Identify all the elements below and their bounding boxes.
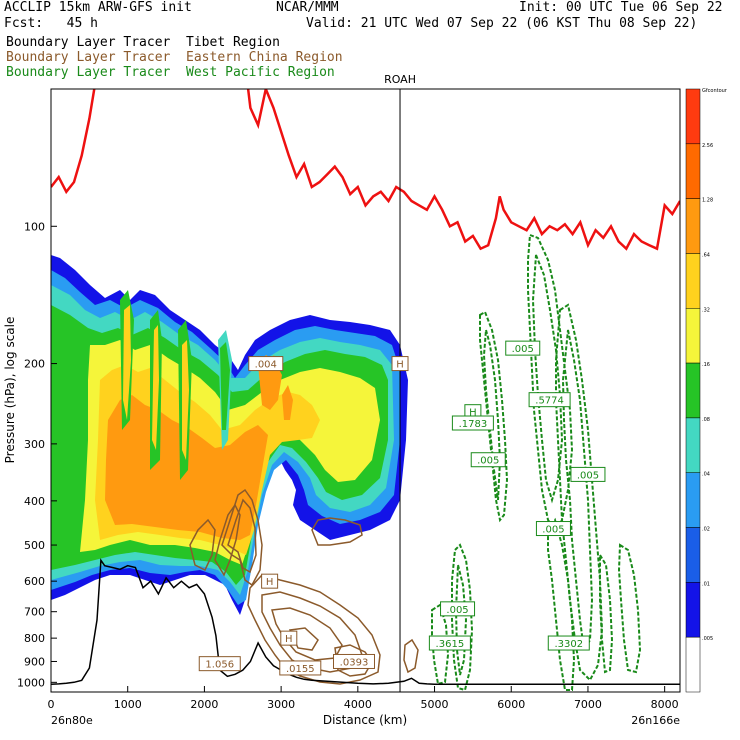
y-tick-label: 600 [24,575,45,588]
value-box [391,356,409,372]
y-tick-label: 100 [24,220,45,233]
valid-time: Valid: 21 UTC Wed 07 Sep 22 (06 KST Thu … [306,16,698,31]
value-box [451,415,494,431]
terrain-line [51,558,680,686]
value-box [440,601,476,617]
value-box-label: H [396,360,404,371]
y-tick-label: 500 [24,539,45,552]
x-tick-label: 0 [48,698,55,711]
y-tick-label: 400 [24,495,45,508]
tracer-legend-eastern-china: Boundary Layer Tracer Eastern China Regi… [6,50,343,65]
x-tick-label: 5000 [421,698,449,711]
value-box-label: .005 [542,525,564,536]
colorbar-swatch [685,88,701,145]
value-box [198,656,241,672]
value-box-label: .3302 [554,639,583,650]
colorbar-level-label: 2.56 [702,143,713,149]
tracer-legend-tibet: Boundary Layer Tracer Tibet Region [6,35,280,50]
colorbar-level-label: .04 [702,472,710,478]
value-box [428,635,471,651]
colorbar-swatch [685,472,701,528]
y-tick-label: 900 [24,655,45,668]
colorbar-level-label: 1.28 [702,198,713,204]
value-box-label: .004 [255,360,277,371]
value-box-label: .005 [477,456,499,467]
colorbar: Gfcontour 2.56 1.28 .64 .32 .16 .08 .04 .02 .01 .0… [685,88,728,693]
x-tick-label: 3000 [267,698,295,711]
colorbar-swatch [685,362,701,419]
value-box [505,340,541,356]
y-axis-title: Pressure (hPa), log scale [3,317,17,464]
colorbar-swatch [685,198,701,254]
x-tick-label: 8000 [651,698,679,711]
x-tick-label: 7000 [574,698,602,711]
value-box-label: 1.056 [205,660,234,671]
x-tick-label: 1000 [114,698,142,711]
value-box [528,392,571,408]
value-box [570,466,606,482]
colorbar-level-label: .32 [702,307,710,313]
y-tick-label: 300 [24,438,45,451]
left-endpoint-label: 26n80e [51,714,93,727]
y-tick-label: 200 [24,358,45,371]
model-title: ACCLIP 15km ARW-GFS init [4,0,192,15]
colorbar-swatch [685,636,701,693]
y-axis-ticks: 100 200 300 400 500 600 700 800 900 1000 [17,220,57,689]
x-tick-label: 2000 [190,698,218,711]
colorbar-swatch [685,253,701,309]
value-box-label: .0155 [286,664,315,675]
plot-frame [50,88,681,693]
colorbar-swatch [685,143,701,199]
colorbar-level-label: .01 [702,581,710,587]
org-label: NCAR/MMM [276,0,339,15]
x-axis-title: Distance (km) [323,713,407,727]
value-box-label: .005 [512,344,534,355]
y-tick-label: 800 [24,632,45,645]
colorbar-level-label: .005 [702,636,713,642]
value-box [535,521,571,537]
value-box [279,660,322,676]
x-tick-label: 6000 [497,698,525,711]
colorbar-level-label: .02 [702,527,710,533]
y-tick-label: 700 [24,606,45,619]
colorbar-swatch [685,527,701,583]
value-box-label: .1783 [459,419,488,430]
value-box-label: H [469,408,477,419]
value-box-label: .3615 [436,639,465,650]
value-box-label: .005 [446,605,468,616]
value-box [470,452,506,468]
colorbar-level-label: .16 [702,362,710,368]
tracer-legend-west-pacific: Boundary Layer Tracer West Pacific Regio… [6,65,335,80]
colorbar-level-label: .08 [702,417,710,423]
colorbar-level-label: .64 [702,252,710,258]
value-box [332,653,375,669]
value-box [261,573,279,589]
value-box-label: .005 [577,470,599,481]
colorbar-swatch [685,417,701,473]
colorbar-swatch [685,308,701,364]
forecast-hour: Fcst: 45 h [4,16,98,31]
tracer-value-boxes: .004 H H H 1.056 .0155 .0393 [198,356,409,676]
colorbar-swatch [685,582,701,638]
roah-marker-label: ROAH [384,73,416,86]
init-time: Init: 00 UTC Tue 06 Sep 22 [519,0,723,15]
value-box-label: .0393 [340,657,369,668]
x-tick-label: 4000 [344,698,372,711]
west-pacific-tracer-contours [431,233,642,692]
value-box [248,356,284,372]
value-box-label: H [266,577,274,588]
colorbar-level-label: Gfcontour [702,88,728,94]
x-axis-ticks: 0 1000 2000 3000 4000 5000 6000 7000 8000 [48,686,679,711]
tropopause-line [51,89,680,251]
y-tick-label: 1000 [17,676,45,689]
value-box-label: H [285,634,293,645]
value-box [547,635,590,651]
right-endpoint-label: 26n166e [631,714,680,727]
value-box-label: .5774 [535,396,564,407]
west-pacific-value-boxes: .005 H.1783 .5774 .005 .005 .005 .005 .3615 .330… [428,340,606,651]
value-box [280,630,298,646]
tibet-tracer-shading [51,255,408,615]
